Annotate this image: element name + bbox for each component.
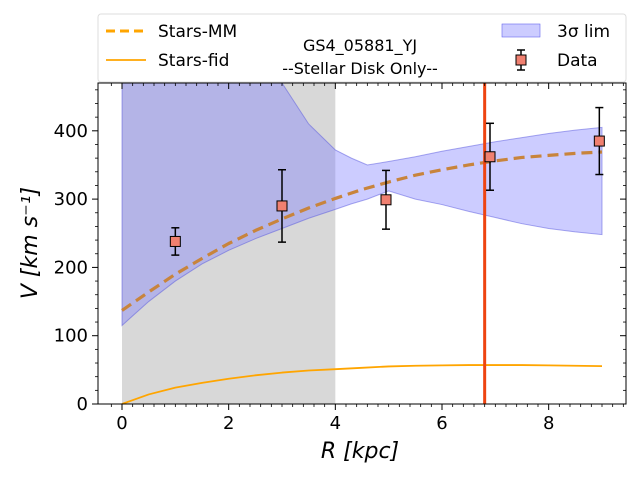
plot-frame	[97, 82, 627, 405]
series-line-stars-fid	[121, 364, 603, 404]
data-marker	[276, 200, 288, 212]
legend-box	[97, 13, 627, 83]
data-marker	[380, 194, 392, 206]
y-tick-label: 0	[77, 394, 88, 415]
x-tick-label: 2	[223, 413, 234, 434]
y-tick-label: 100	[54, 326, 88, 347]
series-layer	[121, 150, 603, 404]
data-point	[380, 169, 392, 230]
legend-stars-fid-label: Stars-fid	[158, 51, 229, 71]
x-axis-label: R [kpc]	[321, 439, 399, 464]
data-marker	[484, 151, 496, 163]
y-tick-label: 400	[54, 121, 88, 142]
series-line-stars-mm	[121, 150, 603, 312]
legend-stars-mm-label: Stars-MM	[158, 22, 237, 42]
data-marker	[169, 235, 181, 247]
data-point	[484, 122, 496, 191]
chart-subtitle: --Stellar Disk Only--	[282, 59, 438, 78]
y-tick-label: 200	[54, 257, 88, 278]
axis-ticks: 0 2 4 6 8 0 100 200 300 400	[54, 83, 626, 434]
legend-band-label: 3σ lim	[557, 22, 610, 42]
legend-data-swatch	[515, 49, 527, 71]
data-point	[276, 168, 288, 243]
x-tick-label: 4	[330, 413, 341, 434]
legend-band-swatch	[501, 23, 541, 38]
chart-title: GS4_05881_YJ	[303, 36, 417, 56]
data-point	[593, 106, 605, 176]
legend-data-label: Data	[557, 51, 598, 71]
data-point	[169, 227, 181, 256]
data-marker	[593, 135, 605, 147]
x-tick-label: 8	[543, 413, 554, 434]
y-tick-label: 300	[54, 189, 88, 210]
x-tick-label: 6	[436, 413, 447, 434]
3sigma-limit-band	[121, 83, 603, 327]
y-axis-label: V [km s⁻¹]	[18, 187, 43, 299]
data-points-layer	[169, 106, 605, 256]
x-tick-label: 0	[116, 413, 127, 434]
